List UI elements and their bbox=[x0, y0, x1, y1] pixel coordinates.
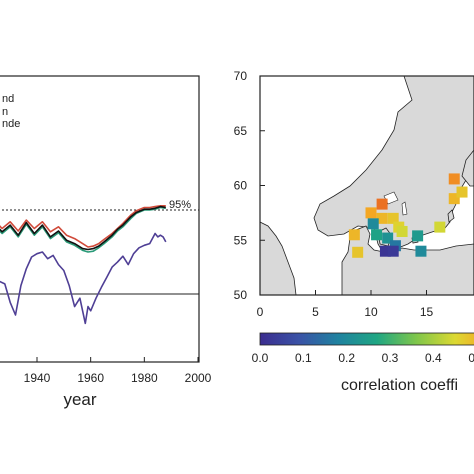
series-line-1 bbox=[0, 205, 166, 248]
station-marker bbox=[415, 245, 427, 257]
x-tick-label: 1960 bbox=[77, 371, 104, 385]
x-tick-label: 1980 bbox=[131, 371, 158, 385]
lon-tick-label: 5 bbox=[312, 305, 319, 319]
x-ticks: 1940 1960 1980 2000 bbox=[24, 357, 212, 385]
colorbar-tick-label: 0.2 bbox=[338, 351, 355, 365]
colorbar-tick-label: 0.5 bbox=[468, 351, 474, 365]
station-markers bbox=[348, 173, 468, 258]
station-marker bbox=[434, 221, 446, 233]
station-marker bbox=[387, 212, 399, 224]
lat-tick-label: 70 bbox=[234, 69, 248, 83]
x-tick-label: 2000 bbox=[185, 371, 212, 385]
station-marker bbox=[448, 173, 460, 185]
station-marker bbox=[352, 246, 364, 258]
station-marker bbox=[456, 186, 468, 198]
colorbar-tick-label: 0.1 bbox=[295, 351, 312, 365]
x-tick-label: 1940 bbox=[24, 371, 51, 385]
station-marker bbox=[382, 232, 394, 244]
colorbar: 0.0 0.1 0.2 0.3 0.4 0.5 correlation coeffi bbox=[252, 332, 474, 394]
station-marker bbox=[448, 193, 460, 205]
station-marker bbox=[376, 212, 388, 224]
longitude-ticks: 0 5 10 15 bbox=[257, 290, 434, 319]
station-marker bbox=[371, 229, 383, 241]
station-marker bbox=[376, 198, 388, 210]
lon-tick-label: 10 bbox=[364, 305, 378, 319]
timeseries-panel: 95% 1940 1960 1980 2000 nd n nde year bbox=[0, 75, 212, 409]
significance-label: 95% bbox=[169, 199, 191, 211]
station-marker bbox=[396, 225, 408, 237]
map-panel: 50 55 60 65 70 0 5 10 15 bbox=[234, 69, 474, 319]
colorbar-label: correlation coeffi bbox=[341, 377, 458, 394]
lat-tick-label: 60 bbox=[234, 179, 248, 193]
colorbar-tick-label: 0.3 bbox=[382, 351, 399, 365]
legend-entry-1: nd bbox=[2, 93, 14, 105]
lat-tick-label: 50 bbox=[234, 288, 248, 302]
legend-entry-3: nde bbox=[2, 118, 20, 130]
colorbar-gradient bbox=[259, 332, 474, 346]
station-marker bbox=[348, 229, 360, 241]
colorbar-tick-label: 0.4 bbox=[425, 351, 442, 365]
legend-entry-2: n bbox=[2, 106, 8, 118]
station-marker bbox=[367, 218, 379, 230]
colorbar-ticks: 0.0 0.1 0.2 0.3 0.4 0.5 bbox=[252, 351, 474, 365]
station-marker bbox=[412, 230, 424, 242]
timeseries-frame bbox=[0, 75, 200, 363]
lat-tick-label: 55 bbox=[234, 233, 248, 247]
station-marker bbox=[379, 245, 391, 257]
lon-tick-label: 0 bbox=[257, 305, 264, 319]
station-marker bbox=[387, 245, 399, 257]
colorbar-tick-label: 0.0 bbox=[252, 351, 269, 365]
x-axis-label: year bbox=[63, 390, 96, 409]
lat-tick-label: 65 bbox=[234, 124, 248, 138]
lon-tick-label: 15 bbox=[420, 305, 434, 319]
series-line-2 bbox=[0, 206, 166, 253]
station-marker bbox=[365, 207, 377, 219]
latitude-ticks: 50 55 60 65 70 bbox=[234, 69, 265, 302]
series-group bbox=[0, 205, 167, 325]
series-line-4 bbox=[0, 232, 167, 325]
series-line-3 bbox=[0, 205, 166, 251]
